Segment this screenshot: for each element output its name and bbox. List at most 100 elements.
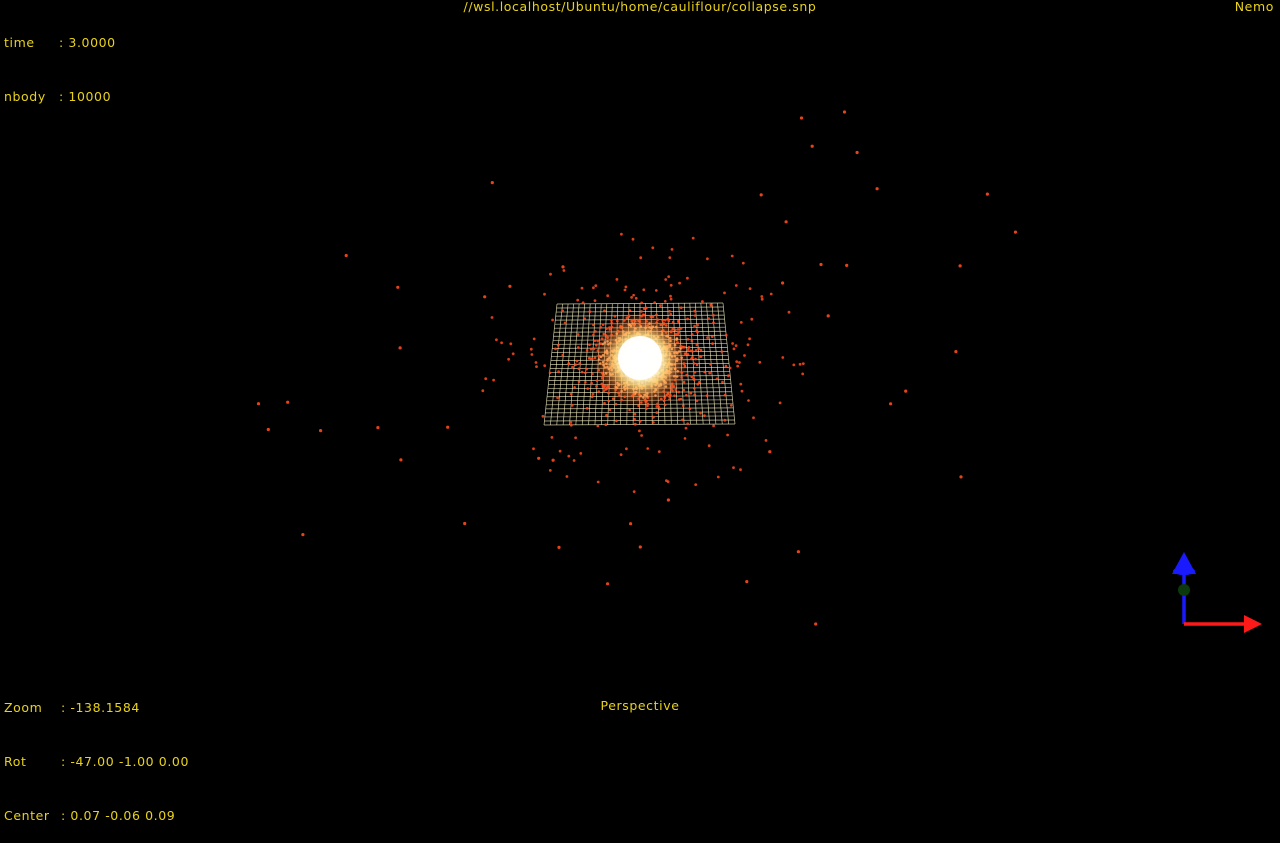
- particle: [590, 348, 593, 351]
- particle: [819, 263, 822, 266]
- particle: [745, 580, 748, 583]
- particle: [578, 362, 581, 365]
- particle: [785, 220, 788, 223]
- particle: [584, 372, 587, 375]
- particle: [567, 455, 570, 458]
- particle: [695, 349, 698, 352]
- particle: [531, 353, 534, 356]
- particle: [535, 365, 538, 368]
- particle: [591, 395, 594, 398]
- particle: [725, 334, 728, 337]
- particle: [629, 522, 632, 525]
- particle: [495, 338, 498, 341]
- particle: [752, 416, 755, 419]
- center-value: 0.07 -0.06 0.09: [70, 807, 175, 825]
- particle: [684, 437, 687, 440]
- particle: [781, 281, 784, 284]
- particle: [564, 322, 567, 325]
- particle: [686, 422, 689, 425]
- particle: [811, 145, 814, 148]
- nbody-label: nbody: [4, 88, 59, 106]
- particle: [639, 256, 642, 259]
- particle: [690, 392, 693, 395]
- particle: [609, 409, 612, 412]
- particle: [788, 311, 791, 314]
- particle: [687, 338, 690, 341]
- particle: [632, 294, 635, 297]
- particle: [492, 379, 495, 382]
- particle: [670, 298, 673, 301]
- xyz-axes-icon[interactable]: [1172, 552, 1262, 633]
- particle: [583, 317, 586, 320]
- particle: [691, 333, 694, 336]
- particle: [716, 377, 719, 380]
- particle: [652, 416, 655, 419]
- particle: [653, 301, 656, 304]
- particle: [681, 419, 684, 422]
- particle: [589, 357, 592, 360]
- particle: [595, 385, 598, 388]
- particle: [691, 340, 694, 343]
- particle: [574, 363, 577, 366]
- particle: [706, 257, 709, 260]
- particle: [606, 294, 609, 297]
- particle: [729, 367, 732, 370]
- particle: [576, 360, 579, 363]
- particle: [582, 301, 585, 304]
- particle: [569, 421, 572, 424]
- particle: [615, 420, 618, 423]
- particle: [533, 338, 536, 341]
- particle: [600, 326, 603, 329]
- particle: [721, 350, 724, 353]
- particle: [608, 400, 611, 403]
- particle: [491, 316, 494, 319]
- particle: [724, 419, 727, 422]
- particle: [481, 389, 484, 392]
- particle: [491, 181, 494, 184]
- particle: [594, 340, 597, 343]
- particle: [557, 546, 560, 549]
- grid-line: [546, 408, 734, 409]
- particle: [554, 348, 557, 351]
- particle: [590, 382, 593, 385]
- particle: [463, 522, 466, 525]
- particle: [624, 289, 627, 292]
- particle: [551, 319, 554, 322]
- particle: [286, 401, 289, 404]
- particle: [566, 475, 569, 478]
- particle: [694, 371, 697, 374]
- particle: [730, 404, 733, 407]
- particle: [799, 363, 802, 366]
- particle: [532, 447, 535, 450]
- particle: [747, 399, 750, 402]
- particle: [986, 193, 989, 196]
- particle: [588, 344, 591, 347]
- particle: [500, 341, 503, 344]
- particle: [685, 427, 688, 430]
- particle: [592, 334, 595, 337]
- particle: [689, 408, 692, 411]
- particle: [700, 349, 703, 352]
- particle: [585, 368, 588, 371]
- particle: [741, 390, 744, 393]
- 3d-viewport[interactable]: [0, 0, 1280, 720]
- particle: [696, 344, 699, 347]
- particle: [735, 344, 738, 347]
- particle: [586, 349, 589, 352]
- particle: [559, 450, 562, 453]
- particle: [658, 450, 661, 453]
- particle: [677, 321, 680, 324]
- particle: [843, 110, 846, 113]
- particle: [959, 264, 962, 267]
- particle: [800, 116, 803, 119]
- particle: [707, 317, 710, 320]
- particle: [801, 373, 804, 376]
- grid-line: [545, 412, 734, 413]
- particle: [628, 409, 631, 412]
- particle: [625, 286, 628, 289]
- particle: [605, 414, 608, 417]
- particle: [954, 350, 957, 353]
- particle: [797, 550, 800, 553]
- particle: [686, 318, 689, 321]
- particle: [781, 356, 784, 359]
